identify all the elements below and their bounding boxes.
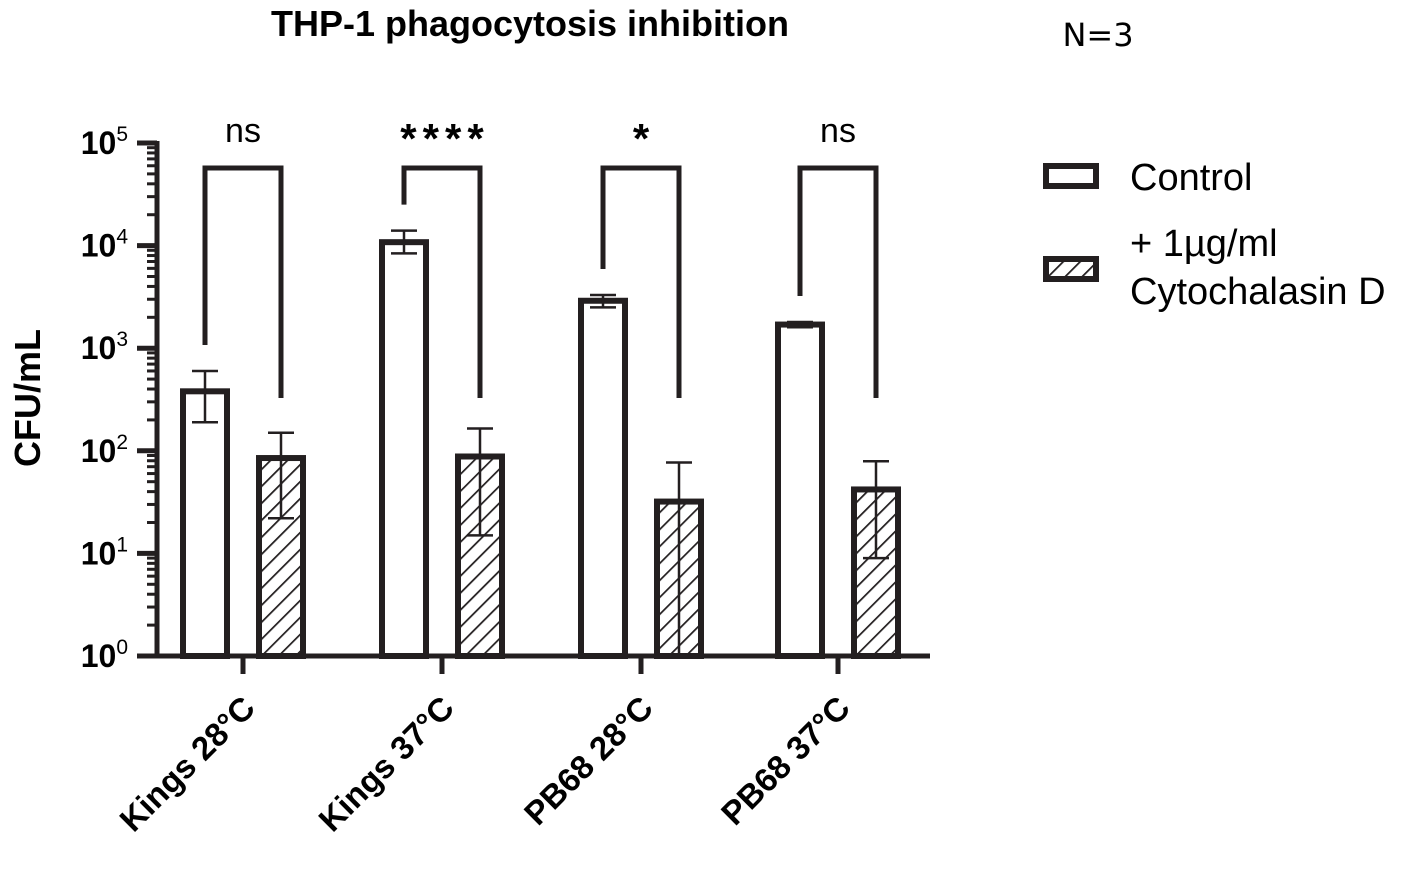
legend-swatch (1043, 256, 1099, 282)
significance-bracket (401, 165, 483, 398)
plot-area: 100 101 102 103 104 105 Kings 28°C Kings 37°C PB… (81, 112, 930, 838)
significance-bracket (600, 165, 682, 398)
bar-control (775, 321, 825, 659)
significance-bracket (797, 165, 879, 398)
y-axis-label: CFU/mL (7, 329, 48, 467)
y-tick-label: 102 (81, 431, 128, 469)
significance-label: ns (820, 112, 856, 150)
bar-control (379, 239, 429, 659)
chart-title: THP-1 phagocytosis inhibition (271, 3, 789, 44)
significance-bracket (202, 165, 284, 398)
y-tick-label: 104 (81, 226, 129, 264)
bar-control (180, 388, 230, 659)
legend: Control + 1µg/ml Cytochalasin D (1043, 157, 1386, 313)
x-tick-label: Kings 37°C (311, 689, 461, 839)
legend-swatch (1043, 163, 1099, 189)
bar-control (578, 297, 628, 659)
y-tick-label: 100 (81, 636, 128, 674)
significance-label: **** (400, 115, 489, 162)
legend-label: Control (1130, 157, 1253, 199)
y-tick-label: 105 (81, 123, 128, 161)
y-tick-label: 101 (81, 533, 128, 571)
y-tick-label: 103 (81, 328, 128, 366)
legend-label: + 1µg/ml Cytochalasin D (1130, 223, 1386, 313)
significance-label: ns (225, 112, 261, 150)
sample-size-note: N=3 (1062, 16, 1133, 54)
x-tick-label: PB68 37°C (714, 689, 857, 832)
x-tick-label: PB68 28°C (517, 689, 660, 832)
significance-label: * (633, 115, 655, 162)
x-tick-label: Kings 28°C (112, 689, 262, 839)
